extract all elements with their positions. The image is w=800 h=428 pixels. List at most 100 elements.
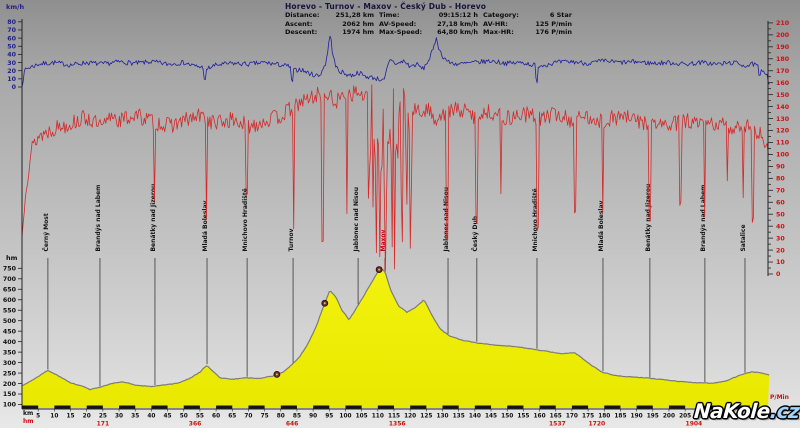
logo-tld: .cz <box>768 399 800 423</box>
heart_rate-line <box>21 84 770 272</box>
ascent-value-label: 646 <box>286 421 299 428</box>
hr-axis-tick-label: 10 <box>776 259 785 266</box>
km-tick-label: 45 <box>164 414 172 420</box>
scale-bar-segment <box>701 405 718 409</box>
km-tick-label: 220 <box>728 414 740 420</box>
elevation-axis-tick-label: 500 <box>3 318 17 325</box>
km-tick-label: 210 <box>695 414 707 420</box>
scale-bar-segment <box>668 405 686 409</box>
hr-axis-tick-label: 100 <box>776 152 790 159</box>
stat-label: Category: <box>483 11 519 19</box>
scale-bar-segment <box>86 405 103 409</box>
hr-axis-tick-label: 180 <box>776 56 790 63</box>
page-title: Horevo - Turnov - Maxov - Český Dub - Ho… <box>285 2 487 11</box>
km-tick-label: 100 <box>339 414 351 420</box>
stat-label: Distance: <box>285 11 320 19</box>
km-tick-label: 35 <box>131 414 139 420</box>
km-tick-label: 135 <box>453 414 465 420</box>
km-tick-label: 145 <box>485 414 497 420</box>
elevation-axis-tick-label: 200 <box>3 381 17 388</box>
hr-axis-tick-label: 160 <box>776 80 790 87</box>
hr-axis-tick-label: 210 <box>776 20 790 27</box>
stat-label: Max-Speed: <box>379 28 423 36</box>
km-tick-label: 110 <box>372 414 384 420</box>
km-tick-label: 180 <box>598 414 610 420</box>
km-tick-label: 160 <box>534 414 546 420</box>
stat-value: 6 Star <box>549 11 572 19</box>
stat-label: AV-Speed: <box>379 19 417 28</box>
scale-bar-segment <box>636 405 653 409</box>
km-tick-label: 170 <box>566 414 578 420</box>
hr-axis-tick-label: 190 <box>776 44 790 51</box>
stat-value: 1974 hm <box>342 28 374 36</box>
km-tick-label: 5 <box>36 414 40 420</box>
km-tick-label: 10 <box>50 414 58 420</box>
km-tick-label: 90 <box>309 414 317 420</box>
stat-value: 125 P/min <box>535 19 572 28</box>
heartrate-axis-unit-label: P/Min <box>770 394 789 401</box>
speed-axis-tick-label: 30 <box>7 60 16 67</box>
ascent-value-label: 1356 <box>389 421 406 428</box>
poi-marker-dot <box>323 302 326 305</box>
elevation-axis-tick-label: 300 <box>3 360 17 367</box>
scale-bar-segment <box>22 405 39 409</box>
km-tick-label: 60 <box>212 414 220 420</box>
km-tick-label: 65 <box>228 414 236 420</box>
km-tick-label: 185 <box>614 414 626 420</box>
stat-value: 2062 hm <box>342 19 374 28</box>
km-tick-label: 165 <box>550 414 562 420</box>
elevation-axis-tick-label: 650 <box>3 286 17 293</box>
speed-axis-tick-label: 80 <box>7 19 16 26</box>
scale-bar-segment <box>119 405 136 409</box>
km-tick-label: 80 <box>277 414 285 420</box>
hr-axis-tick-label: 40 <box>776 223 785 230</box>
waypoint-label: Mnichovo Hradiště <box>532 188 539 251</box>
stat-label: Max-HR: <box>483 28 514 36</box>
poi-marker-dot <box>378 268 381 271</box>
waypoint-label: Brandýs nad Labem <box>700 185 707 252</box>
stat-label: Descent: <box>285 28 318 36</box>
hr-axis-tick-label: 0 <box>776 271 781 278</box>
elevation-axis-tick-label: 150 <box>3 391 17 398</box>
elevation-axis-tick-label: 550 <box>3 307 17 314</box>
scale-bar-segment <box>474 405 492 409</box>
elevation-axis-tick-label: 450 <box>3 328 17 335</box>
waypoint-label: Mladá Boleslav <box>202 200 209 251</box>
speed-axis-tick-label: 40 <box>7 52 16 59</box>
tour-statistics: Distance: 251,28 km Time: 09:15:12 h Cat… <box>285 12 572 36</box>
elevation-axis-tick-label: 700 <box>3 276 17 283</box>
waypoint-label: Jablonec nad Nisou <box>353 187 360 253</box>
elevation-axis-tick-label: 400 <box>3 339 17 346</box>
km-tick-label: 55 <box>196 414 204 420</box>
hr-axis-tick-label: 200 <box>776 32 790 39</box>
stat-value: 64,80 km/h <box>437 28 478 36</box>
logo-main: NaKole <box>693 399 771 423</box>
km-tick-label: 95 <box>325 414 333 420</box>
km-tick-label: 115 <box>388 414 400 420</box>
ascent-row-unit-label: hm <box>23 418 34 425</box>
waypoint-label: Turnov <box>288 228 295 251</box>
waypoint-label: Satalice <box>740 224 747 251</box>
km-tick-label: 40 <box>147 414 155 420</box>
ascent-value-label: 366 <box>189 421 202 428</box>
scale-bar-segment <box>442 405 459 409</box>
elevation-axis-tick-label: 350 <box>3 349 17 356</box>
km-tick-label: 85 <box>293 414 301 420</box>
hr-axis-tick-label: 60 <box>776 199 785 206</box>
km-tick-label: 195 <box>647 414 659 420</box>
km-tick-label: 140 <box>469 414 481 420</box>
hr-axis-tick-label: 120 <box>776 128 790 135</box>
speed-axis-tick-label: 0 <box>12 84 17 91</box>
waypoint-label: Brandýs nad Labem <box>95 185 102 252</box>
scale-bar-segment <box>377 405 395 409</box>
speed-axis-tick-label: 60 <box>7 35 16 42</box>
waypoint-label: Český Dub <box>472 215 479 251</box>
speed-axis-unit-label: km/h <box>6 3 25 11</box>
distance-axis-unit-label: km <box>23 410 34 417</box>
scale-bar-segment <box>313 405 330 409</box>
hr-axis-tick-label: 20 <box>776 247 785 254</box>
elevation-axis-tick-label: 100 <box>3 402 17 409</box>
speed-axis-tick-label: 20 <box>7 68 16 75</box>
